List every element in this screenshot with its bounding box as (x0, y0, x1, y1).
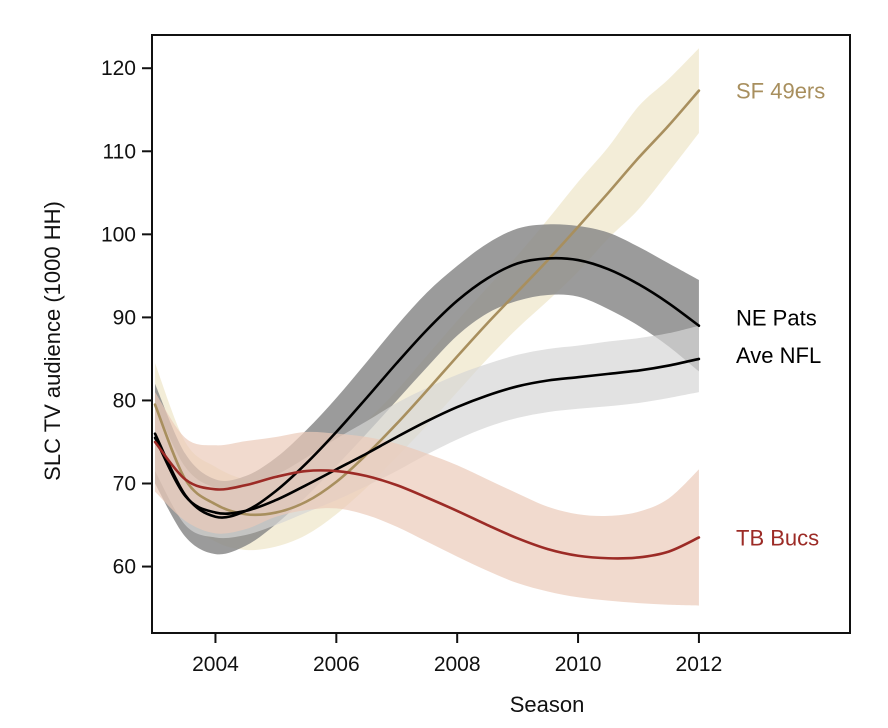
series-lines (153, 89, 701, 560)
x-axis: 2004 2006 2008 2010 2012 (192, 633, 722, 676)
series-label-ne-pats: NE Pats (736, 305, 817, 330)
x-tick-label: 2006 (313, 653, 360, 676)
line-sf-49ers (153, 89, 701, 517)
line-tb-bucs (153, 440, 701, 560)
y-tick-label: 110 (103, 140, 136, 163)
x-tick-label: 2010 (555, 653, 602, 676)
y-tick-label: 80 (113, 389, 136, 412)
series-label-tb-bucs: TB Bucs (736, 525, 819, 550)
x-tick-label: 2008 (434, 653, 481, 676)
series-label-sf-49ers: SF 49ers (736, 79, 825, 104)
x-axis-title: Season (510, 692, 585, 717)
y-axis-title: SLC TV audience (1000 HH) (40, 201, 65, 481)
x-tick-label: 2004 (192, 653, 239, 676)
series-labels: SF 49ers NE Pats Ave NFL TB Bucs (736, 79, 825, 551)
y-tick-label: 60 (113, 556, 136, 579)
x-tick-label: 2012 (676, 653, 723, 676)
line-ave-nfl (153, 357, 701, 515)
y-tick-label: 90 (113, 306, 136, 329)
y-tick-label: 100 (101, 223, 136, 246)
confidence-bands (155, 48, 699, 606)
plot-frame (151, 34, 851, 634)
y-tick-label: 120 (101, 57, 136, 80)
series-label-ave-nfl: Ave NFL (736, 343, 821, 368)
y-tick-label: 70 (113, 473, 136, 496)
y-axis: 60 70 80 90 100 110 120 (101, 57, 152, 579)
